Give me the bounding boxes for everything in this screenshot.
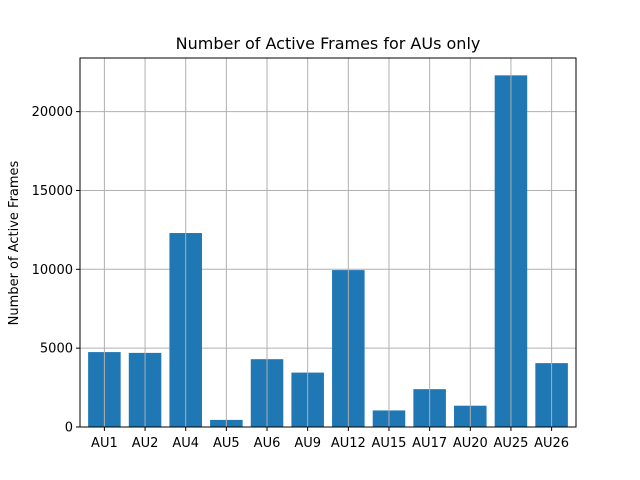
x-tick-label: AU17	[412, 436, 447, 451]
x-tick-label: AU4	[172, 436, 199, 451]
y-axis-label: Number of Active Frames	[7, 160, 22, 325]
y-tick-label: 15000	[32, 184, 73, 199]
chart-title: Number of Active Frames for AUs only	[176, 34, 481, 53]
plot-frame	[79, 57, 577, 428]
x-tick-label: AU5	[213, 436, 240, 451]
x-tick-label: AU15	[372, 436, 407, 451]
y-tick-label: 20000	[32, 105, 73, 120]
y-tick-label: 0	[65, 421, 73, 436]
ticks-layer: 0 5000 10000 15000 20000 AU1 AU2 AU4 AU5 AU6 AU9 AU…	[32, 105, 569, 451]
x-tick-label: AU9	[294, 436, 321, 451]
vertical-grid-layer	[103, 58, 553, 427]
x-tick-label: AU2	[132, 436, 159, 451]
y-tick-label: 5000	[40, 342, 73, 357]
x-tick-label: AU25	[493, 436, 528, 451]
x-tick-label: AU26	[534, 436, 569, 451]
y-tick-label: 10000	[32, 263, 73, 278]
x-tick-label: AU1	[91, 436, 118, 451]
x-tick-label: AU12	[331, 436, 366, 451]
x-tick-label: AU20	[453, 436, 488, 451]
x-tick-label: AU6	[254, 436, 281, 451]
axes-layer	[79, 57, 577, 428]
